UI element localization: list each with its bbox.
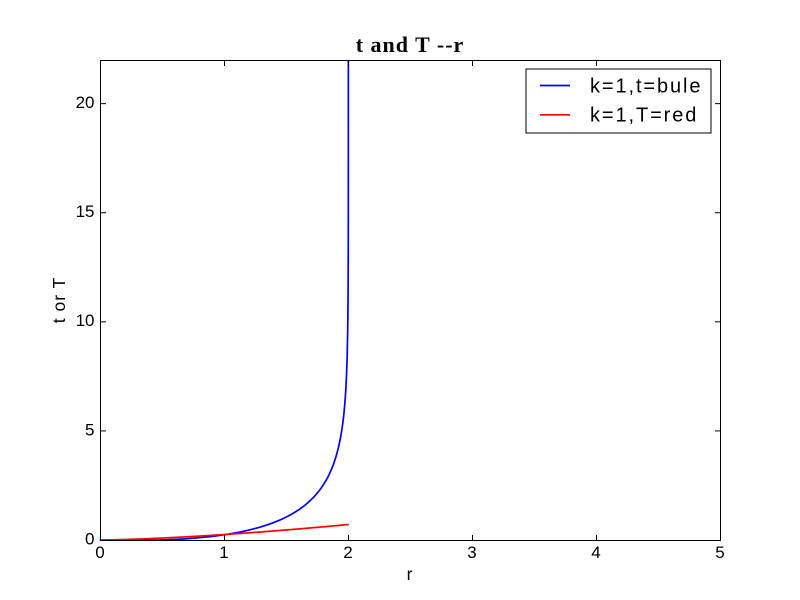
svg-text:1: 1 — [219, 543, 228, 562]
svg-text:5: 5 — [715, 543, 724, 562]
svg-text:0: 0 — [85, 529, 94, 548]
svg-text:5: 5 — [85, 420, 94, 439]
svg-text:r: r — [407, 564, 414, 584]
svg-text:20: 20 — [76, 93, 95, 112]
svg-text:t and T --r: t and T --r — [356, 32, 465, 57]
svg-text:t or T: t or T — [49, 277, 69, 324]
svg-text:k=1,t=bule: k=1,t=bule — [590, 75, 702, 97]
svg-text:2: 2 — [343, 543, 352, 562]
svg-text:15: 15 — [76, 202, 95, 221]
svg-text:4: 4 — [591, 543, 600, 562]
svg-text:0: 0 — [95, 543, 104, 562]
svg-text:k=1,T=red: k=1,T=red — [590, 105, 698, 127]
svg-text:3: 3 — [467, 543, 476, 562]
svg-text:10: 10 — [76, 311, 95, 330]
